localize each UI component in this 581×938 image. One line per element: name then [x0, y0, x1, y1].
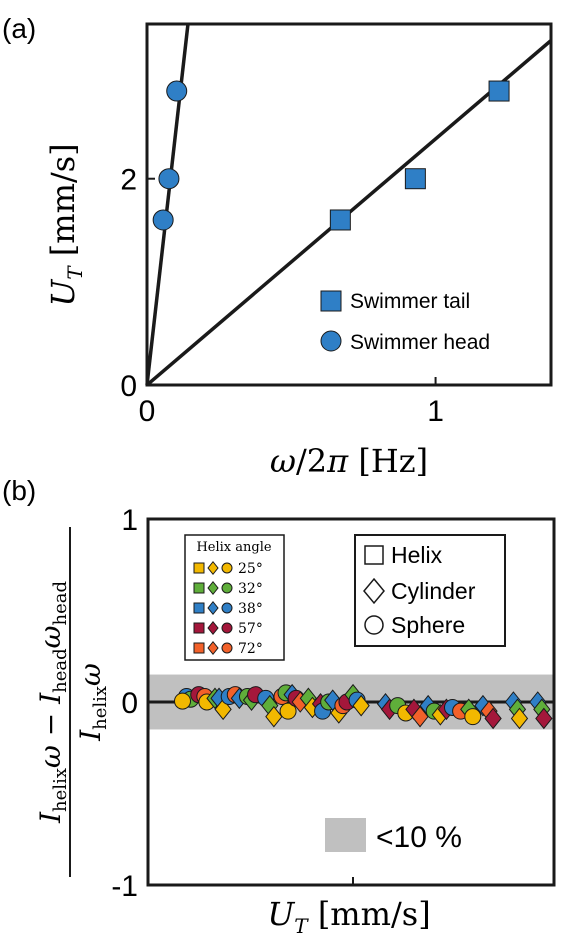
angle-legend-square-icon [193, 622, 205, 634]
x-tick-label: 0 [139, 395, 156, 428]
angle-legend-diamond-icon [207, 640, 219, 656]
angle-legend-square-icon [193, 642, 205, 654]
panel-b-markers [174, 683, 553, 730]
angle-legend-label: 72° [238, 641, 263, 657]
data-point-diamond [352, 694, 370, 717]
ylabel-denominator: Ihelixω [74, 663, 111, 742]
legend-swimmer-tail: Swimmer tail [350, 290, 470, 313]
head-data-point [166, 80, 188, 102]
angle-legend-label: 38° [238, 601, 263, 617]
angle-legend-diamond-icon [207, 600, 219, 616]
angle-legend-label: 32° [238, 581, 263, 597]
panel-a-xlabel: ω/2π [Hz] [270, 442, 428, 480]
head-data-point [152, 209, 174, 231]
y-tick-label: 0 [121, 687, 138, 720]
shape-legend-circle-icon [364, 615, 384, 635]
data-point-diamond [535, 707, 553, 730]
legend-swimmer-head: Swimmer head [350, 331, 490, 354]
tail-data-point [488, 80, 510, 102]
angle-legend-circle-icon [221, 602, 233, 614]
panel-a-legend: Swimmer tail Swimmer head [320, 290, 490, 354]
shape-legend-square-icon [364, 545, 384, 565]
data-point-circle [174, 692, 192, 710]
shape-legend-sphere: Sphere [391, 612, 465, 638]
tail-data-point [404, 168, 426, 190]
panel-a-markers [152, 80, 510, 231]
panel-b-ticks: -1 0 1 [111, 504, 354, 903]
band-legend: <10 % [325, 818, 462, 854]
y-tick-label: 0 [120, 370, 137, 403]
angle-legend-diamond-icon [207, 560, 219, 576]
angle-legend-square-icon [193, 562, 205, 574]
legend-square-marker [320, 290, 342, 312]
band-legend-swatch [325, 818, 366, 852]
data-point-diamond [484, 707, 502, 730]
data-point-diamond [510, 707, 529, 730]
panel-b: (b) -1 0 1 Ihelixω − Iheadωhead Ihelixω UT… [2, 475, 556, 938]
angle-legend-circle-icon [221, 582, 233, 594]
data-point-diamond [411, 705, 429, 728]
shape-legend-cylinder: Cylinder [391, 578, 476, 604]
legend-circle-marker [320, 330, 342, 352]
fit-line-head [145, 23, 190, 386]
panel-a-ylabel: UT [mm/s] [44, 143, 87, 306]
helix-angle-legend-title: Helix angle [196, 540, 271, 555]
angle-legend-circle-icon [221, 562, 233, 574]
panel-b-ylabel: Ihelixω − Iheadωhead Ihelixω [34, 527, 111, 877]
panel-a-fit-lines [145, 23, 553, 387]
panel-b-label: (b) [2, 475, 36, 506]
angle-legend-square-icon [193, 582, 205, 594]
angle-legend-circle-icon [221, 642, 233, 654]
head-data-point [158, 168, 180, 190]
shape-legend-diamond-icon [363, 577, 385, 605]
shape-legend-helix: Helix [391, 542, 443, 568]
helix-angle-legend: Helix angle 25° 32° 38° 57° 72° [184, 534, 285, 661]
shape-legend: Helix Cylinder Sphere [354, 534, 506, 647]
shape-legend-box [354, 534, 506, 647]
angle-legend-label: 25° [238, 561, 263, 577]
panel-a-plot-frame [145, 22, 553, 387]
data-point-circle [464, 708, 482, 726]
data-point-circle [279, 702, 297, 720]
angle-legend-circle-icon [221, 622, 233, 634]
band-legend-label: <10 % [376, 821, 462, 854]
ylabel-numerator: Ihelixω − Iheadωhead [34, 581, 71, 824]
data-point-diamond [265, 705, 283, 728]
panel-b-xlabel: UT [mm/s] [267, 895, 430, 938]
panel-a-label: (a) [2, 13, 36, 44]
helix-angle-entries: 25° 32° 38° 57° 72° [193, 560, 263, 657]
angle-legend-label: 57° [238, 621, 263, 637]
tail-data-point [329, 209, 351, 231]
y-tick-label: 2 [120, 164, 137, 197]
angle-legend-diamond-icon [207, 580, 219, 596]
angle-legend-square-icon [193, 602, 205, 614]
x-tick-label: 1 [427, 395, 444, 428]
panel-a: (a) 0 1 0 2 UT [mm/s] ω/2π [Hz] Swimmer tai… [2, 13, 553, 480]
helix-angle-legend-box [184, 534, 285, 661]
angle-legend-diamond-icon [207, 620, 219, 636]
panel-a-ticks: 0 1 0 2 [120, 164, 444, 428]
y-tick-label: -1 [111, 870, 138, 903]
y-tick-label: 1 [121, 504, 138, 537]
